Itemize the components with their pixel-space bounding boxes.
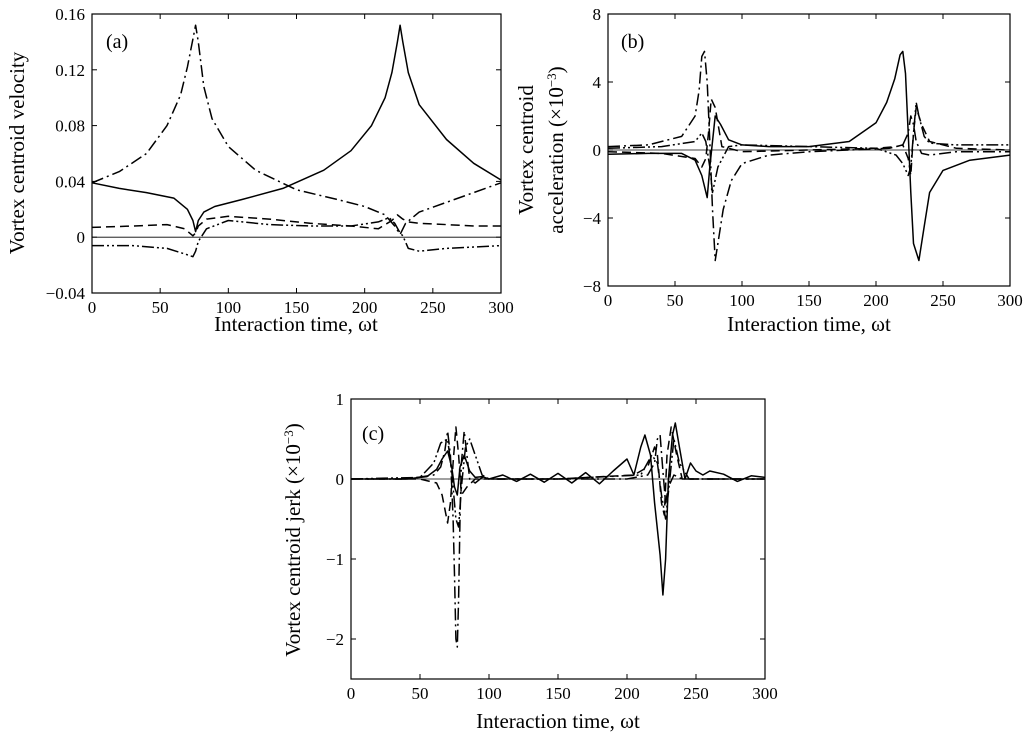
x-tick-label: 300 <box>752 684 778 703</box>
x-tick-label: 0 <box>88 298 97 317</box>
series-line-dashed <box>607 98 1011 177</box>
x-tick-label: 50 <box>667 291 684 310</box>
axis-ticks: 0 50 100 150 200 250 300 −8 −4 0 4 8 <box>583 5 1023 310</box>
y-tick-label: 0.04 <box>55 172 85 191</box>
x-tick-label: 100 <box>729 291 755 310</box>
x-tick-label: 0 <box>604 291 613 310</box>
x-tick-label: 200 <box>614 684 640 703</box>
y-tick-label: 1 <box>336 390 345 409</box>
y-tick-label: 0 <box>336 470 345 489</box>
y-tick-label: −0.04 <box>46 284 86 303</box>
series-group <box>350 422 766 648</box>
series-line-dashed <box>351 426 765 524</box>
x-axis-label: Interaction time, ωt <box>214 312 378 336</box>
panel-label: (c) <box>362 423 384 445</box>
x-tick-label: 200 <box>863 291 889 310</box>
series-group <box>91 24 502 258</box>
x-tick-label: 300 <box>997 291 1023 310</box>
y-axis-label-line2: acceleration (×10−3) <box>544 66 568 233</box>
y-tick-label: 0.12 <box>55 61 85 80</box>
x-tick-label: 100 <box>476 684 502 703</box>
axis-ticks: 0 50 100 150 200 250 300 −2 −1 0 1 <box>326 390 778 703</box>
panel-c: 0 50 100 150 200 250 300 −2 −1 0 1 (c) Interaction… <box>281 390 778 733</box>
y-tick-label: −1 <box>326 550 344 569</box>
series-line-dash-dot <box>351 430 765 648</box>
x-tick-label: 250 <box>930 291 956 310</box>
x-tick-label: 300 <box>488 298 514 317</box>
plot-frame <box>350 398 766 680</box>
x-axis-label: Interaction time, ωt <box>476 709 640 733</box>
y-tick-label: −8 <box>583 277 601 296</box>
y-axis-label-line1: Vortex centroid <box>514 85 538 215</box>
series-line-solid <box>607 50 1011 262</box>
x-tick-label: 250 <box>420 298 446 317</box>
x-tick-label: 150 <box>545 684 571 703</box>
y-tick-label: −2 <box>326 630 344 649</box>
y-axis-label: Vortex centroid velocity <box>5 51 29 254</box>
series-group <box>607 50 1011 262</box>
x-axis-label: Interaction time, ωt <box>727 312 891 336</box>
x-tick-label: 0 <box>347 684 356 703</box>
panel-label: (b) <box>621 31 644 53</box>
y-tick-label: 0.16 <box>55 5 85 24</box>
y-axis-label: Vortex centroid jerk (×10−3) <box>281 423 305 657</box>
y-tick-label: 4 <box>593 73 602 92</box>
x-tick-label: 150 <box>284 298 310 317</box>
series-line-dash-dot <box>607 50 1010 262</box>
panel-b: 0 50 100 150 200 250 300 −8 −4 0 4 8 (b) Interactio… <box>514 5 1023 336</box>
panel-label: (a) <box>106 31 128 53</box>
series-line-dash-dot-dot <box>607 101 1010 194</box>
x-tick-label: 50 <box>412 684 429 703</box>
series-line-solid <box>91 24 502 233</box>
series-line-dash-dot-dot <box>350 438 765 528</box>
plot-frame <box>91 13 502 294</box>
x-tick-label: 250 <box>683 684 709 703</box>
y-tick-label: 0 <box>593 141 602 160</box>
y-tick-label: 8 <box>593 5 602 24</box>
series-line-dash-dot <box>91 24 502 236</box>
x-tick-label: 50 <box>152 298 169 317</box>
y-tick-label: −4 <box>583 209 602 228</box>
series-line-solid <box>351 422 766 596</box>
x-tick-label: 100 <box>216 298 242 317</box>
x-tick-label: 200 <box>352 298 378 317</box>
y-tick-label: 0 <box>77 228 86 247</box>
series-line-dashed <box>91 214 501 237</box>
panel-a: 0 50 100 150 200 250 300−0.0400.040.080.120.16… <box>5 5 514 336</box>
y-tick-label: 0.08 <box>55 117 85 136</box>
x-tick-label: 150 <box>796 291 822 310</box>
series-line-dash-dot-dot <box>92 216 502 258</box>
